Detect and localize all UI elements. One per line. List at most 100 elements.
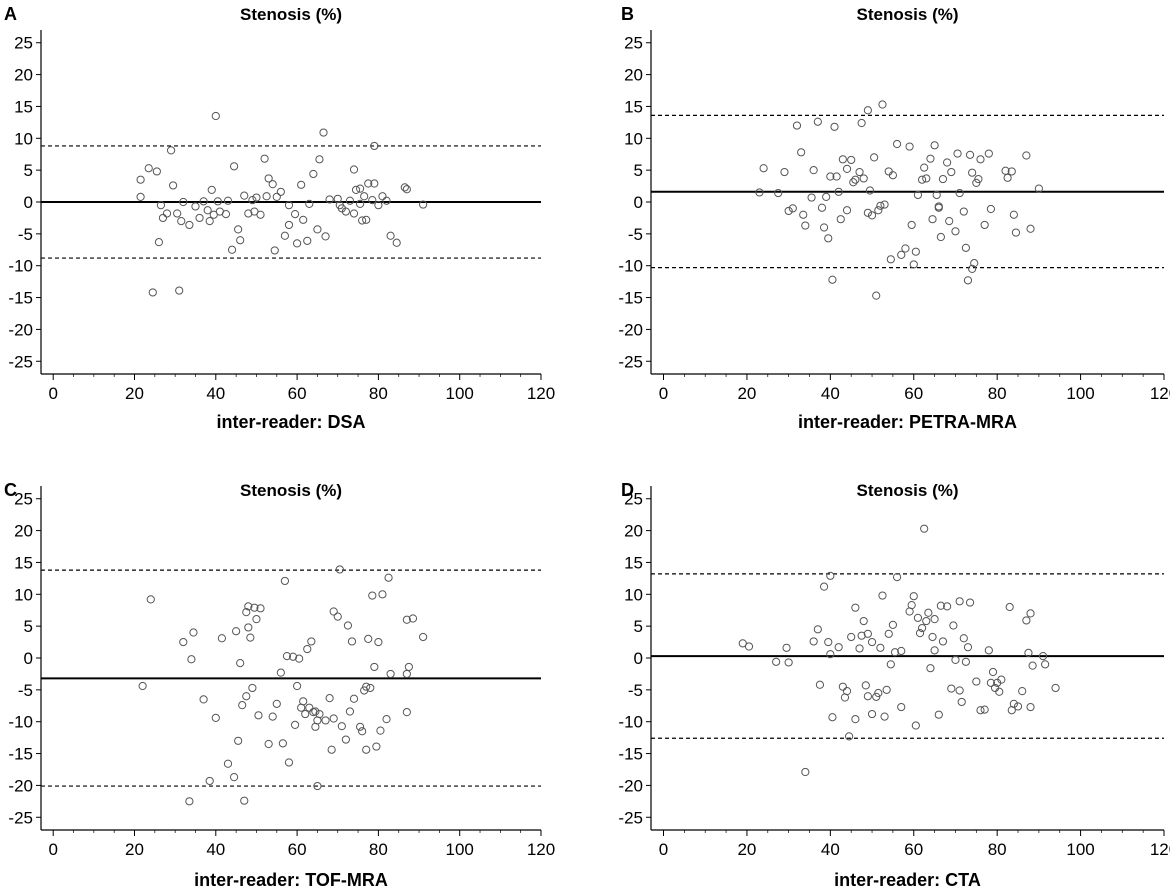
data-point (920, 524, 929, 533)
y-tick-label: -5 (628, 225, 643, 244)
data-point (301, 709, 310, 719)
data-point (1007, 167, 1016, 176)
data-point (179, 197, 188, 207)
data-point (892, 139, 902, 149)
chart-title: Stenosis (%) (856, 5, 958, 24)
data-point (955, 597, 964, 606)
data-point (755, 188, 764, 197)
data-point (264, 739, 273, 749)
data-point (341, 735, 350, 744)
data-point (362, 682, 371, 691)
data-point (968, 264, 977, 273)
data-point (897, 702, 906, 712)
data-point (262, 192, 271, 201)
data-point (930, 646, 939, 655)
data-point (819, 223, 829, 232)
data-point (995, 687, 1004, 696)
data-point (920, 163, 929, 172)
y-tick-label: 0 (634, 649, 643, 668)
data-point (136, 192, 145, 202)
data-point (246, 633, 255, 642)
data-point (384, 573, 393, 582)
data-point (968, 168, 977, 177)
x-tick-label: 40 (821, 384, 840, 403)
data-point (865, 186, 875, 195)
data-point (867, 709, 877, 719)
data-point (187, 655, 196, 664)
data-point (913, 190, 923, 200)
data-point (343, 621, 353, 630)
data-point (867, 637, 877, 647)
data-point (1041, 660, 1050, 669)
panel-a: A Stenosis (%) 25 20 15 10 5 0 -5 -10 -15 -20 -25 0 20… (4, 4, 555, 432)
data-point (278, 739, 287, 748)
data-point (229, 773, 239, 782)
data-point (847, 155, 856, 165)
data-point (807, 193, 816, 202)
data-point (252, 193, 261, 202)
data-point (836, 215, 845, 224)
x-tick-label: 20 (737, 384, 756, 403)
data-point (374, 637, 383, 647)
y-tick-label: 15 (14, 97, 33, 116)
data-point (943, 602, 952, 611)
data-point (801, 221, 810, 230)
data-point (838, 155, 847, 164)
data-point (884, 167, 893, 176)
data-point (961, 243, 970, 252)
data-point (972, 178, 981, 187)
data-point (1026, 609, 1035, 618)
x-tick-label: 0 (48, 384, 57, 403)
y-tick-label: 10 (624, 129, 643, 148)
data-point (264, 174, 273, 183)
data-point (1026, 702, 1035, 712)
data-point (223, 759, 233, 768)
data-point (961, 657, 970, 666)
data-point (917, 175, 927, 184)
data-point (374, 201, 383, 210)
x-tick-label: 0 (659, 384, 668, 403)
data-point (260, 154, 269, 163)
data-point (195, 213, 204, 223)
y-tick-label: -5 (628, 681, 643, 700)
data-point (307, 637, 316, 646)
data-point (217, 634, 226, 643)
x-axis-label: inter-reader: PETRA-MRA (798, 412, 1017, 432)
data-point (179, 637, 188, 647)
panel-letter: A (4, 4, 17, 24)
data-point (905, 142, 914, 151)
data-point (909, 592, 918, 601)
data-point (341, 207, 350, 216)
data-point (872, 291, 881, 300)
data-point (1051, 683, 1060, 693)
data-point (362, 745, 371, 754)
data-point (934, 203, 943, 212)
data-point (240, 796, 249, 805)
data-point (378, 192, 387, 201)
data-point (256, 604, 265, 613)
data-point (199, 197, 208, 206)
data-point (782, 643, 791, 652)
data-point (313, 781, 322, 791)
x-tick-label: 120 (1150, 384, 1170, 403)
data-point (936, 601, 945, 610)
data-point (319, 128, 328, 137)
data-point (295, 654, 304, 663)
data-point (738, 639, 747, 648)
y-tick-label: 15 (624, 553, 643, 572)
data-point (382, 196, 391, 205)
y-tick-label: -10 (618, 713, 643, 732)
data-point (158, 213, 168, 223)
x-axis-label: inter-reader: TOF-MRA (194, 870, 388, 890)
y-tick-label: 15 (624, 97, 643, 116)
x-axis-label: inter-reader: CTA (834, 870, 981, 890)
y-tick-label: 25 (14, 34, 33, 53)
data-point (813, 625, 822, 634)
x-tick-label: 60 (288, 384, 307, 403)
x-axis-label: inter-reader: DSA (216, 412, 365, 432)
data-point (256, 210, 265, 219)
chart-title: Stenosis (%) (240, 481, 342, 500)
data-point (211, 713, 220, 722)
data-point (959, 634, 968, 643)
data-point (250, 603, 259, 612)
